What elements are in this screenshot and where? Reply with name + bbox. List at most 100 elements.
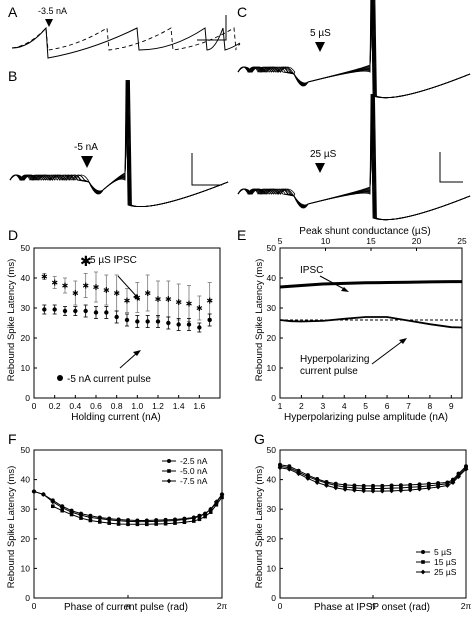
x-tick-label: 9 xyxy=(449,401,454,411)
data-point-circle xyxy=(114,314,119,320)
y-tick-label: 40 xyxy=(21,475,31,485)
series-line xyxy=(279,316,463,329)
x2-tick-label: 20 xyxy=(412,236,422,246)
data-point-star: ✱ xyxy=(113,289,120,298)
data-point xyxy=(277,465,283,471)
voltage-trace xyxy=(9,79,229,208)
data-point xyxy=(445,483,450,488)
y-tick-label: 10 xyxy=(21,363,31,373)
data-point-star: ✱ xyxy=(124,297,131,306)
voltage-trace xyxy=(237,0,471,99)
data-point-circle xyxy=(93,310,99,315)
stimulus-arrow-c-bottom xyxy=(315,163,325,173)
data-point-star: ✱ xyxy=(103,286,110,295)
xlabel-e: Hyperpolarizing pulse amplitude (nA) xyxy=(284,412,448,423)
data-point xyxy=(173,521,177,525)
xlabel-f: Phase of current pulse (rad) xyxy=(64,602,188,613)
y-tick-label: 30 xyxy=(21,303,31,313)
y-tick-label: 50 xyxy=(267,445,277,455)
panel-label-d: D xyxy=(8,227,18,243)
stimulus-arrow-c-top xyxy=(315,42,325,52)
annotation-c-top: 5 µS xyxy=(310,28,331,39)
voltage-trace xyxy=(9,79,229,208)
legend-d-pulse: -5 nA current pulse xyxy=(67,374,151,385)
data-point xyxy=(116,522,121,526)
data-point xyxy=(153,518,159,524)
data-point xyxy=(78,512,84,518)
voltage-trace xyxy=(237,93,471,221)
data-point xyxy=(197,517,202,522)
data-point xyxy=(88,518,93,523)
traces-c-bottom xyxy=(237,93,471,221)
voltage-trace xyxy=(237,93,471,221)
x2-tick-label: 25 xyxy=(457,236,467,246)
data-point-star: ✱ xyxy=(51,279,58,288)
data-point-circle xyxy=(62,308,68,314)
y-tick-label: 0 xyxy=(271,593,276,603)
data-point xyxy=(389,488,394,494)
series-line xyxy=(279,280,462,289)
annotation-b-current: -5 nA xyxy=(74,142,98,153)
legend-label: -5.0 nA xyxy=(180,466,208,476)
data-point xyxy=(380,486,385,491)
data-point-star: ✱ xyxy=(196,304,203,313)
x-tick-label: 0.8 xyxy=(111,401,123,411)
data-point xyxy=(352,487,357,493)
data-point xyxy=(398,488,404,493)
data-point-star: ✱ xyxy=(41,273,48,282)
data-point xyxy=(182,520,187,525)
y-tick-label: 30 xyxy=(21,504,31,514)
voltage-trace xyxy=(9,79,229,208)
ylabel-e: Rebound Spike Latency (ms) xyxy=(254,259,265,382)
data-point xyxy=(107,521,111,525)
arrow-e-ipsc xyxy=(319,275,347,291)
data-point-circle xyxy=(73,308,78,314)
plot-f: 0 10 20 30 40 50 0 π 2π -2.5 nA-5.0 nA-7.5 nA xyxy=(21,445,228,611)
x-tick-label: 0.6 xyxy=(90,401,102,411)
data-point xyxy=(197,513,202,519)
data-point xyxy=(60,508,64,513)
panel-label-e: E xyxy=(237,227,246,243)
data-point xyxy=(98,520,102,524)
y-tick-label: 0 xyxy=(25,593,30,603)
data-point-circle xyxy=(145,319,150,324)
panel-label-f: F xyxy=(8,431,17,447)
stimulus-arrow-a xyxy=(45,19,53,27)
series-line xyxy=(279,464,467,487)
data-point-circle xyxy=(176,322,181,327)
trace-a-stimulated xyxy=(11,26,241,59)
legend-marker xyxy=(167,469,171,473)
y-tick-label: 20 xyxy=(267,333,277,343)
voltage-trace xyxy=(9,79,229,208)
data-point xyxy=(426,485,432,491)
panel-label-c: C xyxy=(237,4,247,20)
data-point xyxy=(50,499,56,505)
y-tick-label: 40 xyxy=(21,273,31,283)
ylabel-g: Rebound Spike Latency (ms) xyxy=(254,466,265,589)
x-tick-label: 7 xyxy=(406,401,411,411)
x-tick-label: 2 xyxy=(299,401,304,411)
data-point xyxy=(79,516,83,520)
data-point xyxy=(450,480,456,485)
data-point-star: ✱ xyxy=(62,282,69,291)
legend-d-circle-marker xyxy=(57,375,63,381)
voltage-trace xyxy=(9,79,229,208)
y-tick-label: 30 xyxy=(267,303,277,313)
data-point xyxy=(286,466,292,472)
data-point xyxy=(208,510,213,514)
panel-label-b: B xyxy=(8,68,17,84)
x-tick-label: 1.6 xyxy=(193,401,205,411)
scale-bar-c xyxy=(439,152,463,183)
traces-b xyxy=(9,79,229,208)
data-point-star: ✱ xyxy=(206,297,213,306)
x-tick-label: 0.2 xyxy=(49,401,61,411)
panel-label-a: A xyxy=(8,4,18,20)
traces-c-top xyxy=(237,0,471,99)
legend-label: -7.5 nA xyxy=(180,476,208,486)
xlabel-d: Holding current (nA) xyxy=(71,412,160,423)
data-point xyxy=(208,506,214,512)
x-tick-label: π xyxy=(125,601,131,611)
data-point xyxy=(305,476,311,481)
plot-e: 0 10 20 30 40 50 1 2 3 4 5 6 7 8 9 5 10 15 20 25 xyxy=(267,236,467,411)
arrow-e-pulse-head xyxy=(399,338,407,344)
